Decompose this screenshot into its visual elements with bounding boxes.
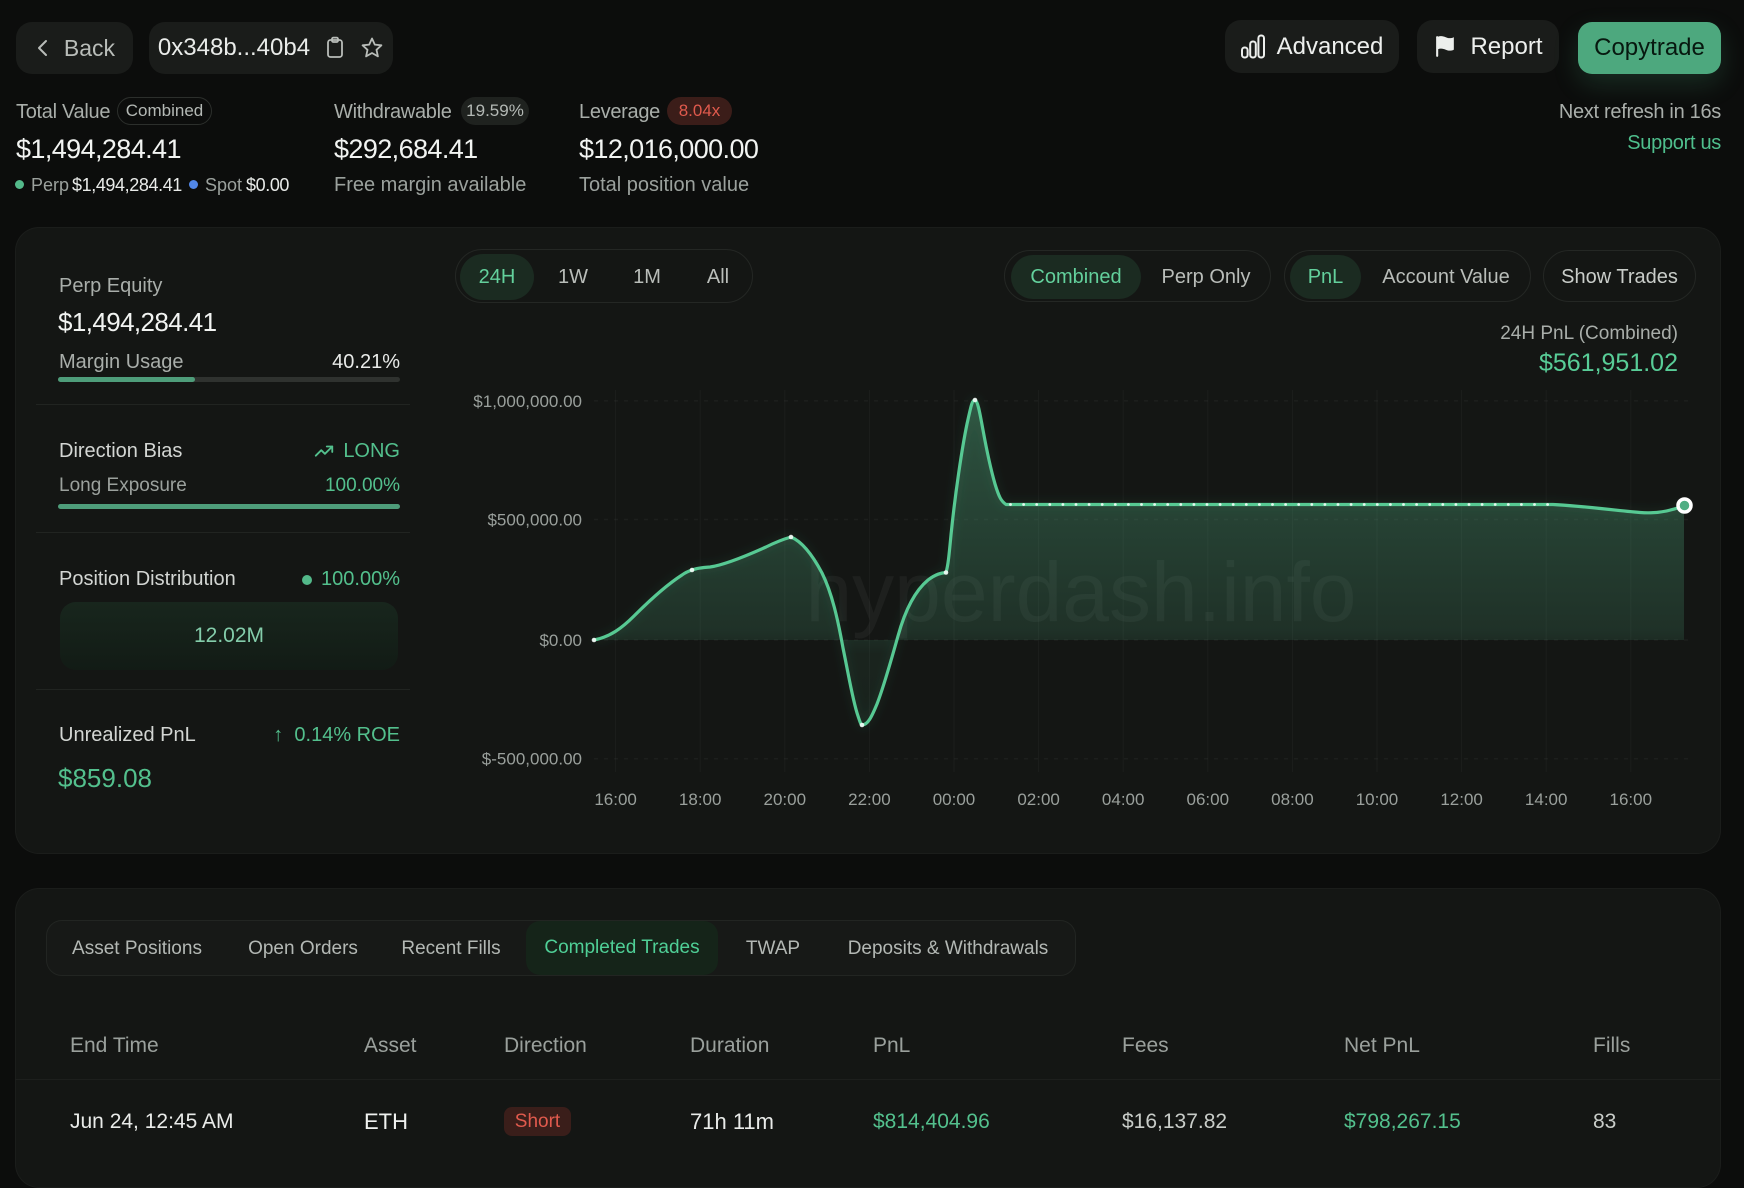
svg-text:16:00: 16:00: [1610, 790, 1653, 809]
svg-text:08:00: 08:00: [1271, 790, 1314, 809]
svg-text:$1,000,000.00: $1,000,000.00: [473, 392, 582, 411]
svg-text:14:00: 14:00: [1525, 790, 1568, 809]
svg-text:04:00: 04:00: [1102, 790, 1145, 809]
svg-text:16:00: 16:00: [594, 790, 637, 809]
svg-text:02:00: 02:00: [1017, 790, 1060, 809]
svg-text:$0.00: $0.00: [539, 631, 582, 650]
svg-text:$-500,000.00: $-500,000.00: [482, 750, 582, 769]
svg-text:10:00: 10:00: [1356, 790, 1399, 809]
svg-text:18:00: 18:00: [679, 790, 722, 809]
svg-text:00:00: 00:00: [933, 790, 976, 809]
svg-text:20:00: 20:00: [764, 790, 807, 809]
svg-text:22:00: 22:00: [848, 790, 891, 809]
svg-text:06:00: 06:00: [1187, 790, 1230, 809]
svg-text:$500,000.00: $500,000.00: [487, 511, 582, 530]
svg-text:12:00: 12:00: [1440, 790, 1483, 809]
